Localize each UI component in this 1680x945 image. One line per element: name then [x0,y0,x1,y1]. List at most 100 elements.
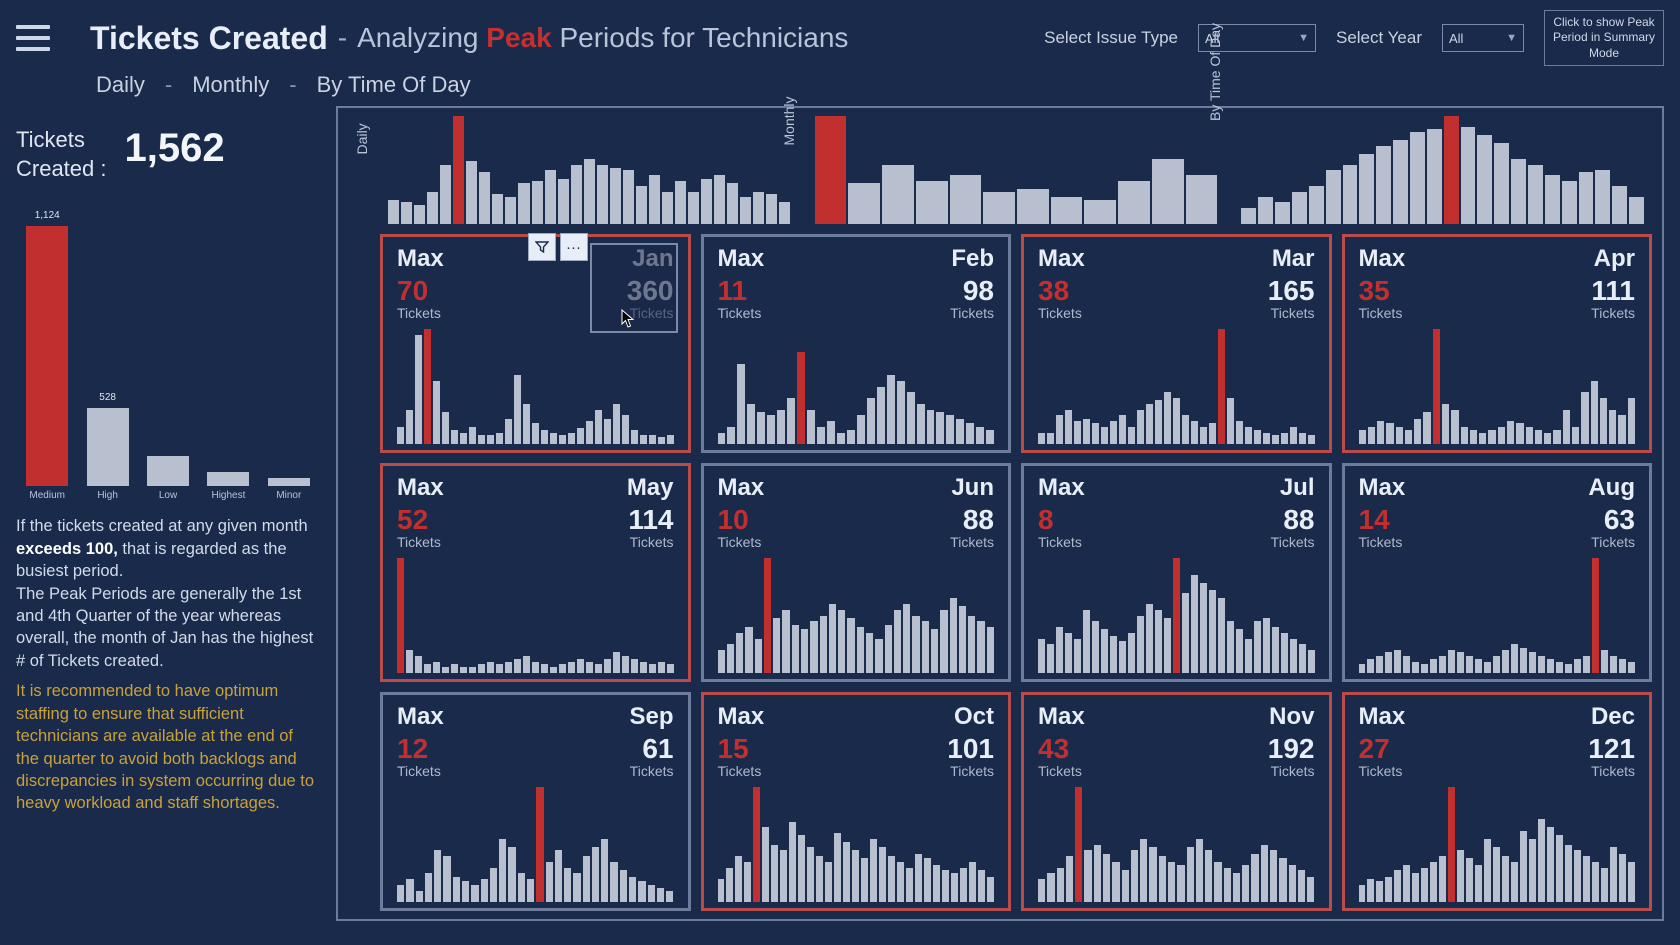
month-bar[interactable] [1529,652,1536,673]
month-bar[interactable] [564,868,571,903]
month-bar[interactable] [810,621,817,673]
strip-bar[interactable] [505,197,516,224]
month-bar[interactable] [718,433,726,445]
month-bar[interactable] [397,558,404,673]
month-bar[interactable] [959,606,966,673]
month-bar[interactable] [1272,435,1279,444]
strip-bar[interactable] [623,170,634,224]
month-bar[interactable] [861,858,868,902]
month-bar[interactable] [1367,879,1374,902]
year-select[interactable]: All ▼ [1442,24,1524,52]
month-bar[interactable] [657,888,664,902]
strip-bar[interactable] [688,192,699,224]
month-bar[interactable] [1385,877,1392,902]
month-bar[interactable] [1423,412,1430,444]
month-bar[interactable] [1502,650,1509,673]
strip-bar[interactable] [388,200,399,224]
month-card-aug[interactable]: MaxAug 1463 TicketsTickets [1342,463,1653,682]
month-bar[interactable] [1254,621,1261,673]
month-bar[interactable] [907,392,915,444]
month-bar[interactable] [1137,616,1144,674]
strip-bar[interactable] [1562,181,1577,224]
month-bar[interactable] [897,381,905,444]
strip-bar[interactable] [727,183,738,224]
month-bar[interactable] [1065,633,1072,673]
month-bar[interactable] [847,618,854,673]
month-bar[interactable] [922,621,929,673]
month-bar[interactable] [1544,433,1551,445]
month-bar[interactable] [1502,856,1509,902]
month-bar[interactable] [764,558,771,673]
month-bar[interactable] [1227,398,1234,444]
month-bar[interactable] [1583,656,1590,673]
month-bar[interactable] [568,662,575,674]
month-bar[interactable] [1592,558,1599,673]
month-bar[interactable] [1439,856,1446,902]
month-bar[interactable] [867,398,875,444]
strip-bar[interactable] [815,116,847,224]
month-bar[interactable] [753,787,760,902]
strip-bar[interactable] [440,165,451,224]
month-bar[interactable] [541,430,548,444]
month-bar[interactable] [1442,404,1449,444]
month-bar[interactable] [577,659,584,673]
month-bar[interactable] [1461,427,1468,444]
month-bar[interactable] [1137,410,1144,445]
month-mini-chart[interactable] [397,329,674,444]
month-bar[interactable] [940,610,947,673]
strip-chart-tod[interactable]: By Time Of Day [1233,116,1652,224]
month-bar[interactable] [442,412,449,444]
month-bar[interactable] [397,427,404,444]
strip-bar[interactable] [571,165,582,224]
month-bar[interactable] [1242,865,1249,902]
strip-bar[interactable] [1292,192,1307,224]
month-card-jun[interactable]: MaxJun 1088 TicketsTickets [701,463,1012,682]
month-bar[interactable] [1619,659,1626,673]
month-bar[interactable] [917,404,925,444]
month-bar[interactable] [1367,659,1374,673]
month-bar[interactable] [1272,627,1279,673]
month-card-mar[interactable]: MaxMar 38165 TicketsTickets [1021,234,1332,453]
month-bar[interactable] [1520,831,1527,902]
month-bar[interactable] [894,610,901,673]
category-bar[interactable]: Minor [266,478,312,501]
month-bar[interactable] [966,423,974,444]
month-bar[interactable] [1094,845,1101,903]
month-bar[interactable] [1610,656,1617,673]
month-bar[interactable] [1547,659,1554,673]
month-bar[interactable] [648,885,655,902]
month-bar[interactable] [658,437,665,444]
month-bar[interactable] [827,421,835,444]
category-bar[interactable]: 528High [84,408,130,501]
month-bar[interactable] [1279,858,1286,902]
month-bar[interactable] [1227,621,1234,673]
month-card-feb[interactable]: MaxFeb 1198 TicketsTickets [701,234,1012,453]
month-bar[interactable] [1556,662,1563,674]
month-bar[interactable] [1581,392,1588,444]
month-bar[interactable] [1628,398,1635,444]
month-bar[interactable] [586,662,593,674]
month-bar[interactable] [1038,639,1045,674]
strip-bar[interactable] [740,197,751,224]
strip-bar[interactable] [1612,186,1627,224]
month-bar[interactable] [604,419,611,444]
month-bar[interactable] [505,662,512,674]
strip-chart-monthly[interactable]: Monthly [807,116,1226,224]
strip-bar[interactable] [1545,175,1560,224]
month-bar[interactable] [505,419,512,444]
month-bar[interactable] [807,410,815,445]
month-bar[interactable] [1556,835,1563,902]
strip-bar[interactable] [675,181,686,224]
month-bar[interactable] [1565,845,1572,903]
month-mini-chart[interactable] [397,558,674,673]
strip-bar[interactable] [1309,186,1324,224]
month-bar[interactable] [443,856,450,902]
month-bar[interactable] [820,616,827,674]
month-bar[interactable] [586,421,593,444]
month-bar[interactable] [1308,435,1315,444]
month-bar[interactable] [927,410,935,445]
month-bar[interactable] [469,427,476,444]
month-bar[interactable] [1529,839,1536,902]
month-bar[interactable] [1498,427,1505,444]
month-bar[interactable] [1251,854,1258,902]
